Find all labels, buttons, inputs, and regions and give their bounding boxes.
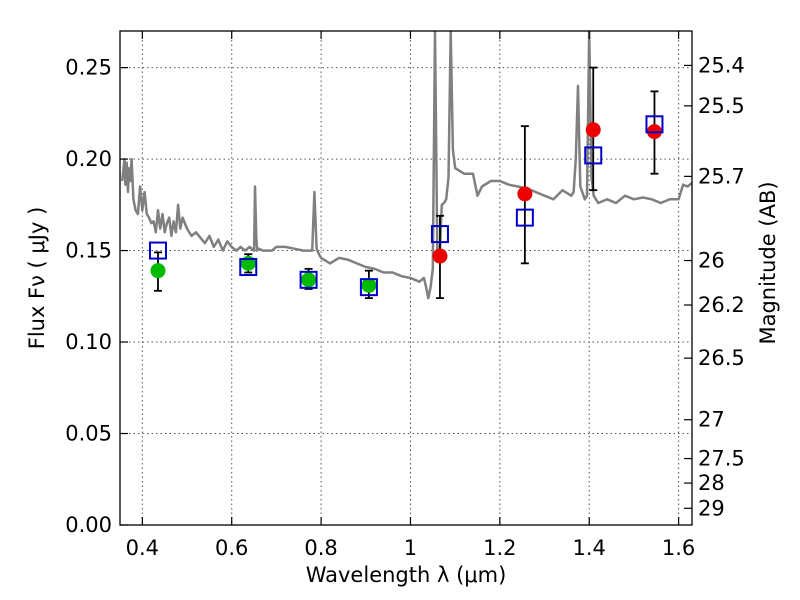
y-tick-label: 0.05 [65,422,112,446]
y2-tick-label: 26.5 [698,346,745,370]
red-data-point [586,122,601,137]
y2-tick-label: 26.2 [698,293,745,317]
x-axis-label: Wavelength λ (μm) [306,563,507,587]
errorbar-layer [154,68,658,299]
x-tick-label: 1.4 [573,536,606,560]
y2-tick-label: 27.5 [698,447,745,471]
y2-tick-label: 25.4 [698,53,745,77]
y2-tick-label: 25.5 [698,94,745,118]
green-data-point [150,263,165,278]
y2-tick-label: 29 [698,496,725,520]
y2-axis-label: Magnitude (AB) [756,181,780,344]
y2-tick-label: 25.7 [698,164,745,188]
x-tick-label: 0.8 [304,536,337,560]
red-data-point [517,186,532,201]
y-tick-label: 0.25 [65,56,112,80]
x-tick-label: 0.6 [215,536,248,560]
y-tick-label: 0.10 [65,330,112,354]
y2-tick-label: 27 [698,408,725,432]
y-tick-label: 0.20 [65,147,112,171]
red-data-point [432,249,447,264]
spectrum-line [122,31,692,298]
tick-layer: 0.4 0.6 0.8 1 1.2 1.4 1.6 0.00 0.05 0.10 0.15 0.20 0… [65,31,745,560]
y-tick-label: 0.15 [65,239,112,263]
green-data-point [301,272,316,287]
chart-figure: 0.4 0.6 0.8 1 1.2 1.4 1.6 0.00 0.05 0.10 0.15 0.20 0… [0,0,800,600]
x-tick-label: 1 [404,536,417,560]
y2-tick-label: 26 [698,249,725,273]
x-tick-label: 1.2 [483,536,516,560]
y-tick-label: 0.00 [65,513,112,537]
marker-layer [150,116,662,295]
y2-tick-label: 28 [698,471,725,495]
spectrum-layer [122,31,692,298]
x-tick-label: 0.4 [126,536,159,560]
x-tick-label: 1.6 [662,536,695,560]
y-axis-label: Flux Fν ( μJy ) [25,207,49,350]
chart-svg: 0.4 0.6 0.8 1 1.2 1.4 1.6 0.00 0.05 0.10 0.15 0.20 0… [0,0,800,600]
